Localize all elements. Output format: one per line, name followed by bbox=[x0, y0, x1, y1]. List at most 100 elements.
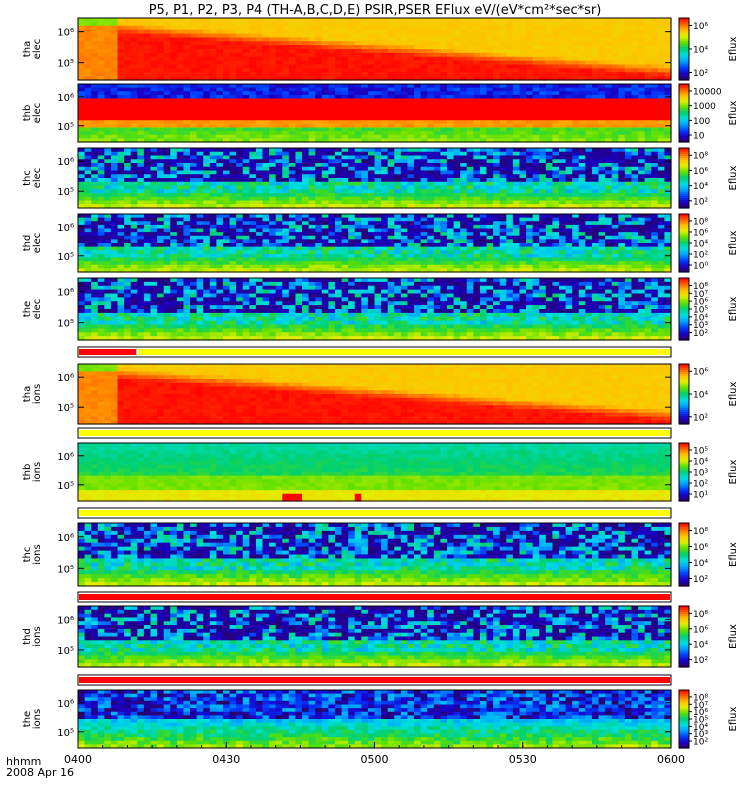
heatmap-cell bbox=[144, 88, 151, 92]
heatmap-cell bbox=[368, 225, 375, 229]
heatmap-cell bbox=[91, 221, 98, 225]
heatmap-cell bbox=[552, 68, 559, 72]
heatmap-cell bbox=[658, 102, 665, 106]
heatmap-cell bbox=[309, 171, 316, 175]
heatmap-cell bbox=[183, 171, 190, 175]
heatmap-cell bbox=[414, 49, 421, 53]
heatmap-cell bbox=[322, 37, 329, 41]
heatmap-cell bbox=[216, 182, 223, 186]
heatmap-cell bbox=[539, 49, 546, 53]
heatmap-cell bbox=[276, 225, 283, 229]
heatmap-cell bbox=[157, 53, 164, 57]
heatmap-cell bbox=[368, 37, 375, 41]
heatmap-cell bbox=[473, 232, 480, 236]
heatmap-cell bbox=[572, 189, 579, 193]
heatmap-cell bbox=[361, 117, 368, 121]
heatmap-cell bbox=[572, 37, 579, 41]
heatmap-cell bbox=[612, 152, 619, 156]
heatmap-cell bbox=[566, 189, 573, 193]
heatmap-cell bbox=[625, 186, 632, 190]
heatmap-cell bbox=[394, 53, 401, 57]
heatmap-cell bbox=[388, 225, 395, 229]
heatmap-cell bbox=[230, 41, 237, 45]
heatmap-cell bbox=[289, 218, 296, 222]
heatmap-cell bbox=[407, 148, 414, 152]
heatmap-cell bbox=[230, 120, 237, 124]
heatmap-cell bbox=[612, 57, 619, 61]
heatmap-cell bbox=[197, 30, 204, 34]
heatmap-cell bbox=[440, 182, 447, 186]
heatmap-cell bbox=[407, 34, 414, 38]
heatmap-cell bbox=[249, 189, 256, 193]
heatmap-cell bbox=[216, 106, 223, 110]
heatmap-cell bbox=[467, 26, 474, 30]
heatmap-cell bbox=[262, 49, 269, 53]
heatmap-cell bbox=[559, 99, 566, 103]
heatmap-cell bbox=[309, 88, 316, 92]
heatmap-cell bbox=[269, 159, 276, 163]
heatmap-cell bbox=[85, 128, 92, 132]
heatmap-cell bbox=[328, 106, 335, 110]
heatmap-cell bbox=[216, 26, 223, 30]
heatmap-cell bbox=[368, 171, 375, 175]
heatmap-cell bbox=[645, 214, 652, 218]
heatmap-cell bbox=[289, 34, 296, 38]
heatmap-cell bbox=[618, 201, 625, 205]
heatmap-cell bbox=[137, 128, 144, 132]
heatmap-cell bbox=[506, 171, 513, 175]
heatmap-cell bbox=[269, 156, 276, 160]
heatmap-cell bbox=[454, 61, 461, 65]
heatmap-cell bbox=[585, 120, 592, 124]
heatmap-cell bbox=[421, 128, 428, 132]
heatmap-cell bbox=[282, 37, 289, 41]
heatmap-cell bbox=[473, 34, 480, 38]
heatmap-cell bbox=[295, 88, 302, 92]
heatmap-cell bbox=[85, 91, 92, 95]
heatmap-cell bbox=[460, 30, 467, 34]
heatmap-cell bbox=[592, 99, 599, 103]
heatmap-cell bbox=[322, 61, 329, 65]
heatmap-cell bbox=[355, 34, 362, 38]
heatmap-cell bbox=[124, 221, 131, 225]
heatmap-cell bbox=[493, 120, 500, 124]
heatmap-cell bbox=[559, 18, 566, 22]
heatmap-cell bbox=[460, 189, 467, 193]
heatmap-cell bbox=[348, 229, 355, 233]
heatmap-cell bbox=[407, 72, 414, 76]
heatmap-cell bbox=[269, 117, 276, 121]
heatmap-cell bbox=[381, 182, 388, 186]
heatmap-cell bbox=[216, 22, 223, 26]
heatmap-cell bbox=[309, 218, 316, 222]
heatmap-cell bbox=[651, 225, 658, 229]
heatmap-cell bbox=[493, 167, 500, 171]
heatmap-cell bbox=[631, 221, 638, 225]
heatmap-cell bbox=[414, 72, 421, 76]
heatmap-cell bbox=[150, 22, 157, 26]
heatmap-cell bbox=[519, 182, 526, 186]
heatmap-cell bbox=[513, 106, 520, 110]
heatmap-cell bbox=[368, 214, 375, 218]
heatmap-cell bbox=[361, 109, 368, 113]
heatmap-cell bbox=[612, 135, 619, 139]
heatmap-cell bbox=[322, 18, 329, 22]
heatmap-cell bbox=[236, 22, 243, 26]
heatmap-cell bbox=[546, 65, 553, 69]
heatmap-cell bbox=[104, 128, 111, 132]
color-tick-label: 10⁴ bbox=[693, 46, 708, 56]
heatmap-cell bbox=[355, 22, 362, 26]
heatmap-cell bbox=[592, 95, 599, 99]
heatmap-cell bbox=[98, 26, 105, 30]
heatmap-cell bbox=[388, 88, 395, 92]
heatmap-cell bbox=[289, 156, 296, 160]
heatmap-cell bbox=[440, 178, 447, 182]
heatmap-cell bbox=[526, 178, 533, 182]
heatmap-cell bbox=[572, 135, 579, 139]
heatmap-cell bbox=[118, 30, 125, 34]
heatmap-cell bbox=[216, 99, 223, 103]
heatmap-cell bbox=[256, 91, 263, 95]
heatmap-cell bbox=[355, 218, 362, 222]
heatmap-cell bbox=[539, 193, 546, 197]
heatmap-cell bbox=[243, 218, 250, 222]
heatmap-cell bbox=[480, 99, 487, 103]
heatmap-cell bbox=[631, 189, 638, 193]
